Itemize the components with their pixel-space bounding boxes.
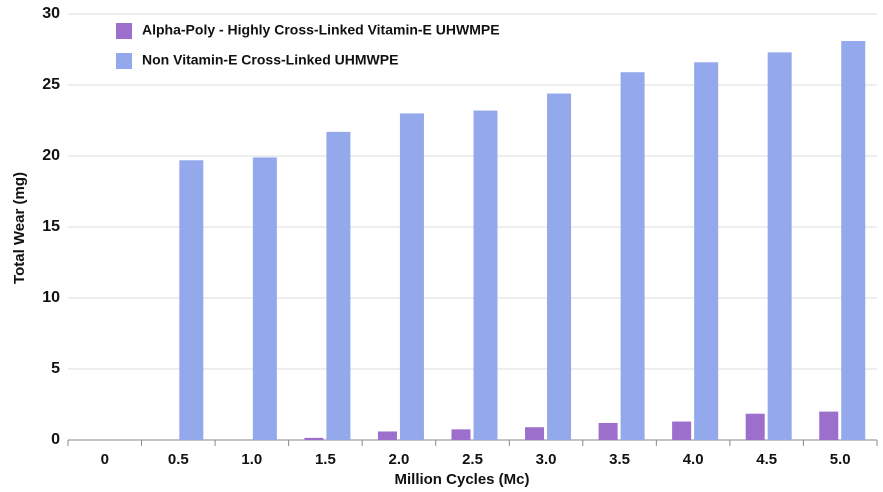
legend-label: Alpha-Poly - Highly Cross-Linked Vitamin… <box>142 22 500 38</box>
x-tick-label: 3.5 <box>609 451 630 468</box>
x-tick-label: 4.5 <box>756 451 777 468</box>
legend-label: Non Vitamin-E Cross-Linked UHMWPE <box>142 52 398 68</box>
x-axis-label: Million Cycles (Mc) <box>394 471 529 488</box>
y-axis-label: Total Wear (mg) <box>11 172 28 284</box>
x-tick-label: 0.5 <box>168 451 189 468</box>
x-tick-label: 1.0 <box>241 451 262 468</box>
bar <box>304 437 324 440</box>
x-tick-label: 1.5 <box>315 451 336 468</box>
bar <box>473 110 498 440</box>
x-tick-label: 0 <box>101 451 109 468</box>
bar <box>745 413 765 440</box>
y-tick-label: 30 <box>42 5 60 22</box>
y-tick-label: 20 <box>42 147 60 164</box>
x-tick-label: 4.0 <box>683 451 704 468</box>
bar <box>326 131 351 441</box>
bar <box>767 52 792 441</box>
x-tick-label: 2.0 <box>389 451 410 468</box>
bar <box>547 93 572 441</box>
bar <box>620 72 645 440</box>
bar <box>672 421 692 440</box>
legend-swatch <box>116 23 132 39</box>
x-tick-label: 5.0 <box>830 451 851 468</box>
bar <box>525 427 545 440</box>
y-tick-label: 15 <box>42 218 60 235</box>
bar <box>179 160 204 440</box>
legend-swatch <box>116 53 132 69</box>
y-tick-label: 5 <box>51 360 60 377</box>
bar <box>252 157 277 441</box>
y-tick-label: 25 <box>42 76 60 93</box>
bar <box>841 40 866 440</box>
bar <box>598 422 618 440</box>
y-tick-label: 0 <box>51 431 60 448</box>
bar <box>451 429 471 440</box>
bar <box>377 431 397 440</box>
bar <box>694 62 719 440</box>
x-tick-label: 3.0 <box>536 451 557 468</box>
x-tick-label: 2.5 <box>462 451 483 468</box>
bar <box>399 113 424 441</box>
y-tick-label: 10 <box>42 289 60 306</box>
bar <box>819 411 839 440</box>
